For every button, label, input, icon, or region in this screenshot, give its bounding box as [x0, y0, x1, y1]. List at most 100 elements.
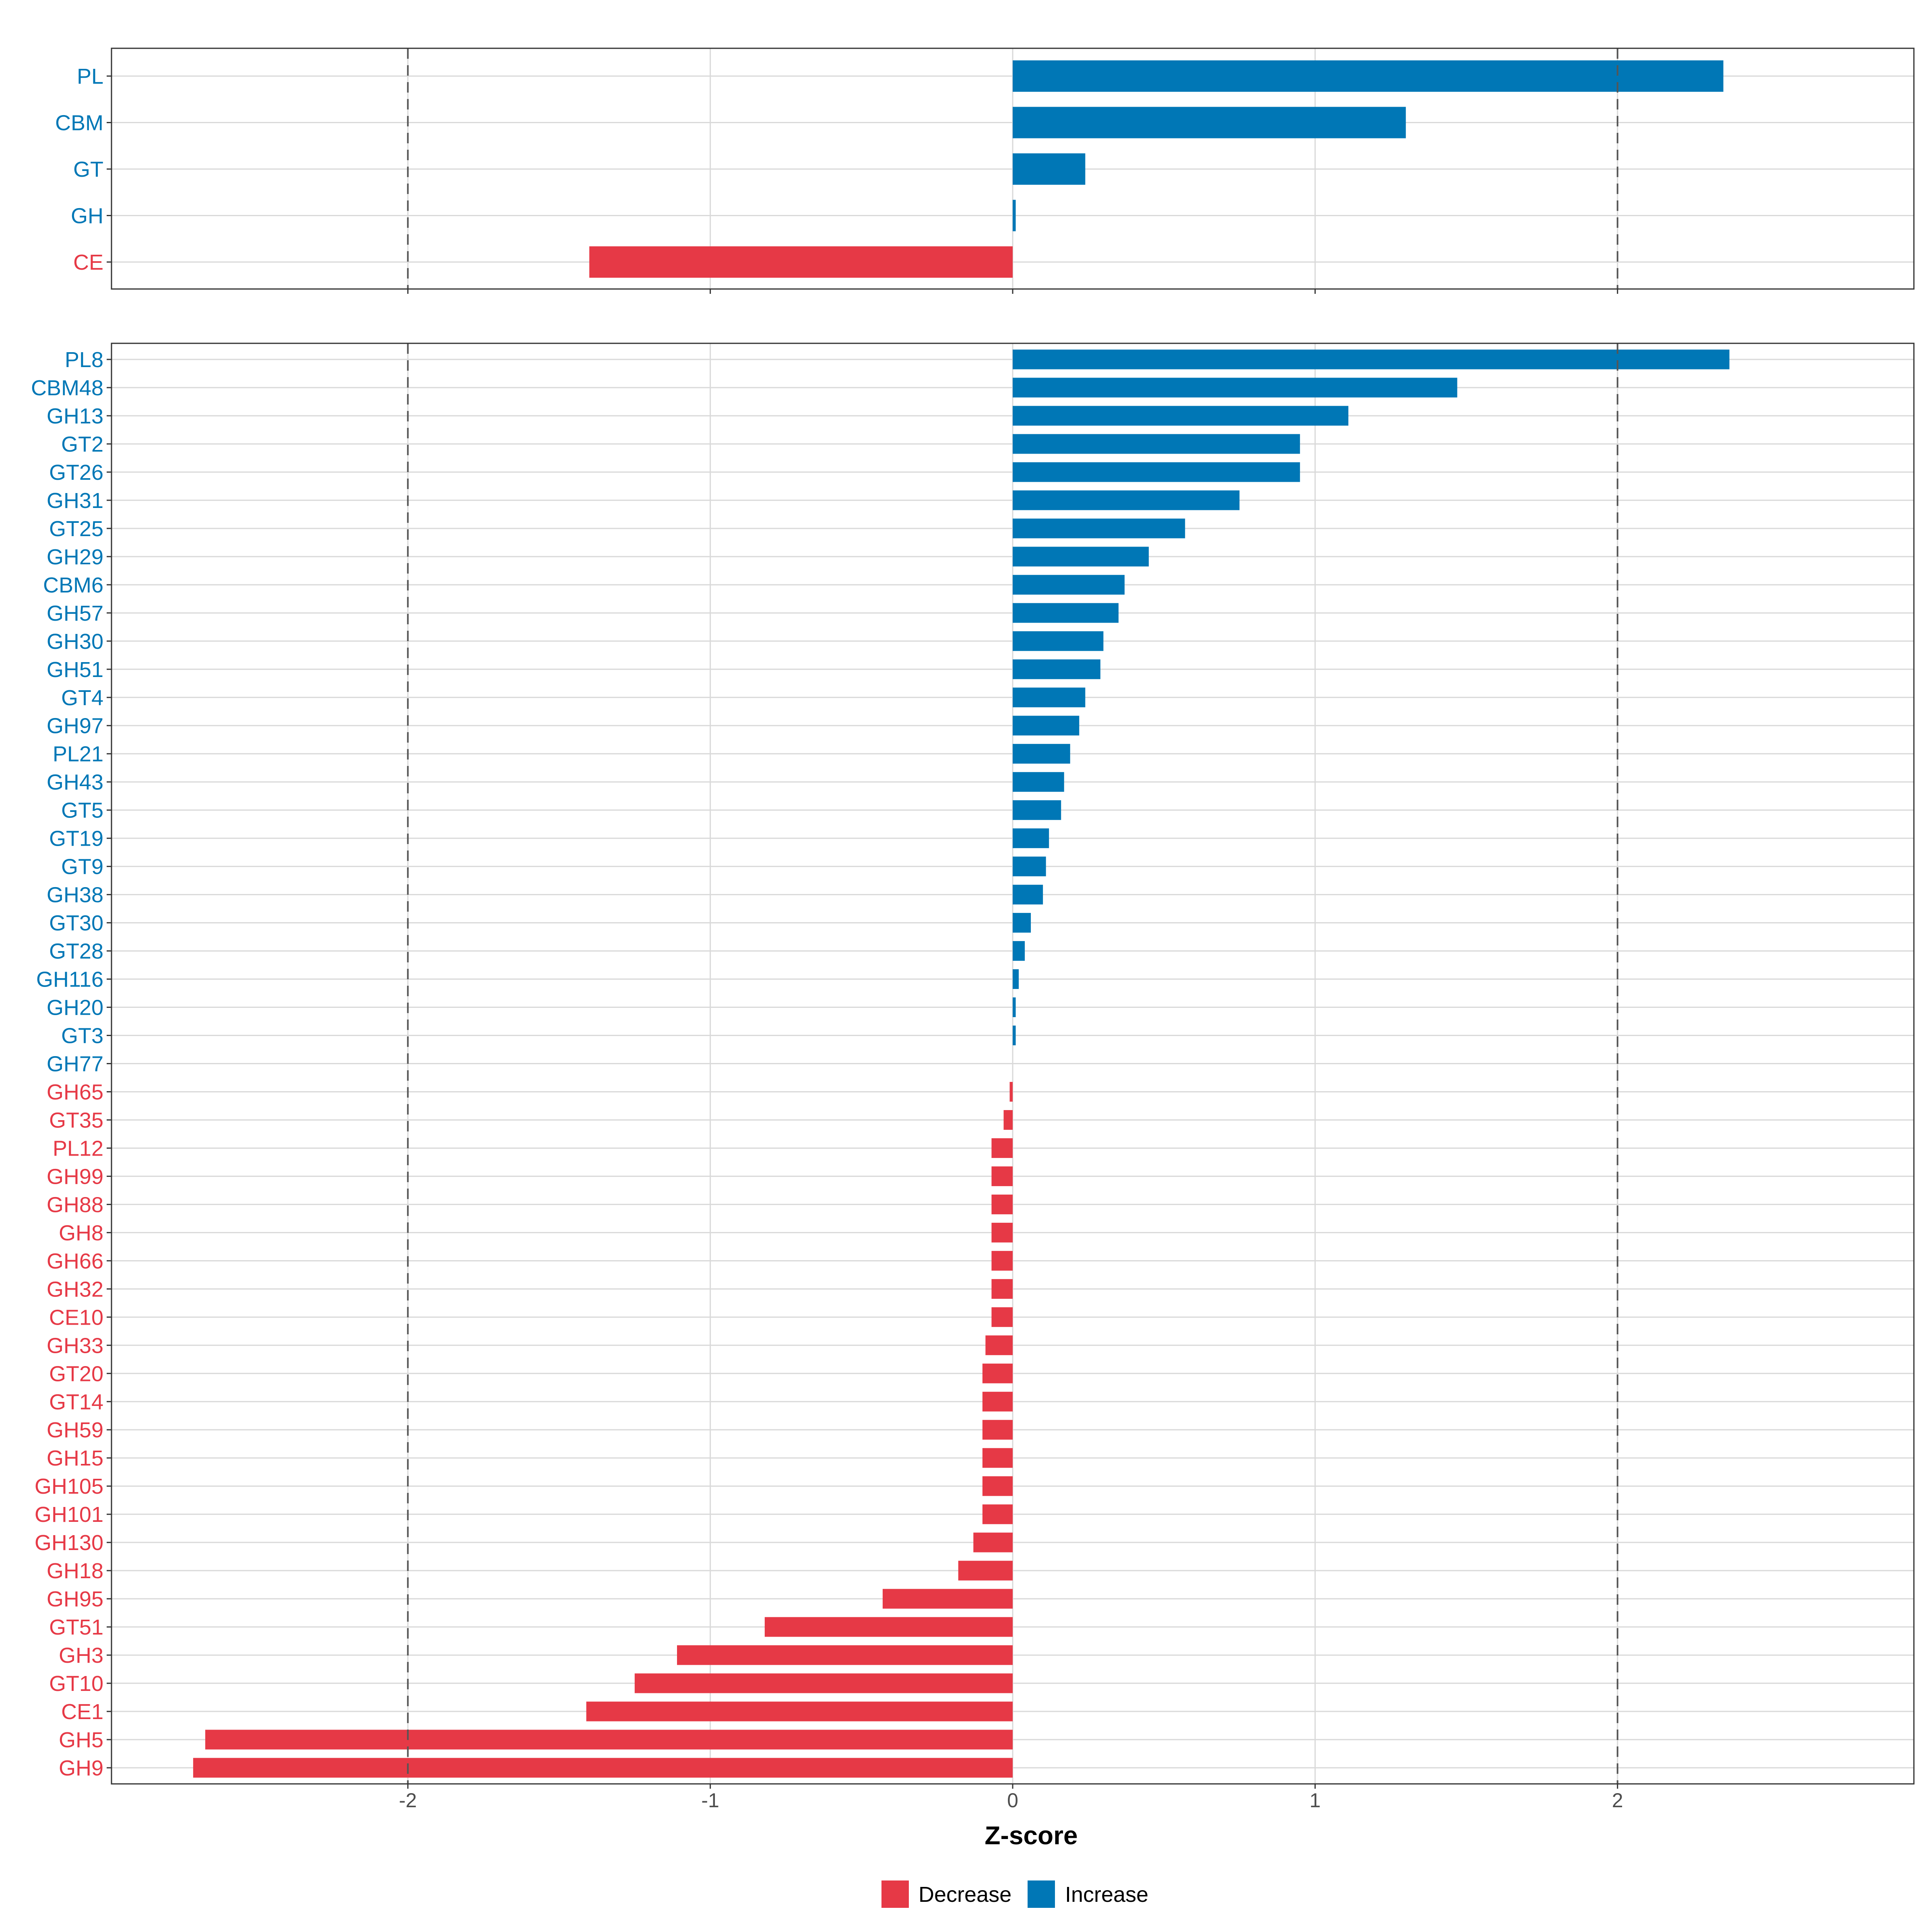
bar-GH29	[1013, 547, 1149, 567]
bar-GT19	[1013, 828, 1049, 848]
x-tick-label: -1	[701, 1789, 719, 1812]
y-tick-label: GT51	[49, 1615, 103, 1639]
bar-GH99	[991, 1166, 1013, 1186]
legend-label-decrease: Decrease	[919, 1882, 1011, 1907]
bar-GH13	[1013, 406, 1348, 426]
y-tick-label: GH95	[47, 1587, 103, 1611]
y-tick-label: GT9	[61, 855, 103, 879]
bar-PL8	[1013, 349, 1730, 369]
y-tick-label: GH130	[35, 1531, 103, 1555]
y-tick-label: GH15	[47, 1446, 103, 1470]
bottom-panel-family: PL8 CBM48 GH13 GT2 GT26 GH31 GT25 GH29 CBM6 GH57 G…	[31, 343, 1915, 1789]
bar-PL21	[1013, 744, 1070, 764]
y-tick-label: GH18	[47, 1559, 103, 1583]
y-tick-label: GT	[73, 157, 103, 182]
y-tick-label: CBM	[55, 111, 103, 135]
x-tick-label: -2	[399, 1789, 417, 1812]
x-axis: -2 -1 0 1 2	[399, 1789, 1623, 1812]
bar-CE1	[586, 1701, 1013, 1721]
bar-GH18	[958, 1560, 1013, 1581]
y-tick-label: GH66	[47, 1249, 103, 1273]
y-tick-label: GH59	[47, 1418, 103, 1442]
y-tick-label: GH51	[47, 658, 103, 682]
bar-GH97	[1013, 716, 1080, 736]
y-tick-label: PL8	[65, 348, 103, 372]
top-panel-class: PL CBM GT GH CE	[55, 47, 1915, 294]
bar-GT	[1013, 153, 1086, 185]
x-tick-label: 2	[1612, 1789, 1623, 1812]
y-tick-label: GH13	[47, 404, 103, 428]
y-tick-label: GT35	[49, 1108, 103, 1132]
y-tick-label: GT25	[49, 517, 103, 541]
x-tick-label: 1	[1309, 1789, 1321, 1812]
y-tick-label: GH99	[47, 1164, 103, 1189]
bar-GH101	[982, 1504, 1013, 1524]
bar-GT14	[982, 1391, 1013, 1412]
y-tick-label: GT19	[49, 827, 103, 851]
y-tick-label: GH33	[47, 1333, 103, 1358]
y-tick-label: GT30	[49, 911, 103, 935]
bar-GH51	[1013, 659, 1100, 679]
legend-key-decrease	[881, 1880, 909, 1908]
bar-GH9	[193, 1758, 1013, 1778]
y-tick-label: GT4	[61, 686, 103, 710]
bar-GH32	[991, 1279, 1013, 1299]
y-tick-label: GT28	[49, 939, 103, 964]
y-tick-label: GT10	[49, 1672, 103, 1696]
bar-GH66	[991, 1251, 1013, 1271]
bar-GT51	[764, 1617, 1013, 1637]
y-tick-label: PL21	[53, 742, 103, 766]
y-tick-label: GH38	[47, 883, 103, 907]
y-tick-label: CE	[73, 250, 103, 275]
y-tick-label: GH65	[47, 1080, 103, 1104]
bar-GT10	[634, 1673, 1013, 1693]
bar-GH33	[985, 1335, 1013, 1355]
bar-GH15	[982, 1448, 1013, 1468]
bar-PL12	[991, 1138, 1013, 1158]
y-tick-label: CBM6	[43, 573, 103, 597]
y-tick-label: GH3	[59, 1643, 103, 1668]
bar-GH5	[205, 1730, 1013, 1750]
legend-label-increase: Increase	[1065, 1882, 1148, 1907]
bar-GH130	[973, 1532, 1013, 1552]
y-tick-label: GH31	[47, 489, 103, 513]
bar-GH31	[1013, 490, 1240, 510]
y-tick-label: GH97	[47, 714, 103, 738]
y-tick-label: GH88	[47, 1193, 103, 1217]
bar-GH65	[1009, 1082, 1013, 1102]
y-tick-label: GT14	[49, 1390, 103, 1414]
bar-GT3	[1013, 1026, 1016, 1046]
bar-GT35	[1003, 1110, 1013, 1130]
bar-CE10	[991, 1307, 1013, 1327]
bar-GH3	[677, 1645, 1013, 1665]
y-tick-label: GH20	[47, 996, 103, 1020]
bar-GH8	[991, 1222, 1013, 1243]
bar-GH59	[982, 1420, 1013, 1440]
legend: Decrease Increase	[881, 1880, 1148, 1908]
y-tick-label: GH43	[47, 770, 103, 795]
x-axis-title: Z-score	[985, 1821, 1077, 1850]
bar-GT9	[1013, 857, 1046, 877]
bar-GT25	[1013, 518, 1185, 539]
bar-GH20	[1013, 997, 1016, 1018]
bar-GH38	[1013, 885, 1043, 905]
y-tick-label: GH116	[36, 968, 103, 992]
y-tick-label: GT26	[49, 460, 103, 485]
y-tick-label: GH5	[59, 1728, 103, 1752]
bar-GT5	[1013, 800, 1061, 820]
x-tick-label: 0	[1007, 1789, 1018, 1812]
y-tick-label: CE1	[61, 1700, 103, 1724]
y-tick-label: GH	[71, 204, 103, 228]
y-tick-label: GT20	[49, 1362, 103, 1386]
y-tick-label: GT2	[61, 432, 103, 456]
bar-GH	[1013, 200, 1016, 231]
y-tick-label: GT3	[61, 1024, 103, 1048]
y-tick-label: PL12	[53, 1136, 103, 1160]
bar-GT20	[982, 1363, 1013, 1383]
y-tick-label: PL	[77, 64, 103, 89]
bar-GT28	[1013, 941, 1025, 961]
bar-GH57	[1013, 603, 1119, 623]
legend-key-increase	[1028, 1880, 1055, 1908]
bar-GH116	[1013, 969, 1019, 989]
